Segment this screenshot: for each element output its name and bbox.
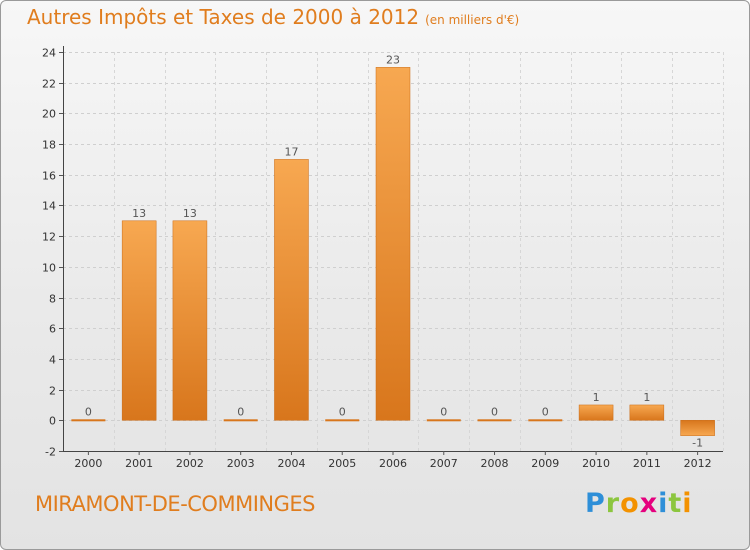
bar [325, 419, 360, 422]
bar [629, 404, 665, 421]
chart-subtitle: (en milliers d'€) [425, 13, 520, 27]
x-tick-label: 2001 [125, 457, 153, 470]
y-tick-label: 24 [42, 47, 56, 60]
y-tick-label: 16 [42, 170, 56, 183]
logo-letter-o: o [620, 488, 640, 519]
chart-title-text: Autres Impôts et Taxes de 2000 à 2012 [27, 5, 420, 29]
bar [680, 420, 715, 436]
data-label: 17 [284, 145, 298, 158]
data-label: 1 [593, 391, 600, 404]
x-tick-label: 2005 [328, 457, 356, 470]
x-tick-label: 2007 [430, 457, 458, 470]
y-tick-label: 22 [42, 78, 56, 91]
data-label: 0 [491, 405, 498, 418]
x-tick-label: 2006 [379, 457, 407, 470]
y-tick-label: 2 [49, 385, 56, 398]
y-tick-label: 20 [42, 108, 56, 121]
y-tick-label: 12 [42, 231, 56, 244]
logo-letter-x: x [639, 488, 659, 519]
y-tick-label: 0 [49, 415, 56, 428]
data-label: 1 [643, 391, 650, 404]
data-label: 13 [183, 207, 197, 220]
logo-letter-r: r [605, 488, 621, 519]
x-tick-label: 2002 [176, 457, 204, 470]
proxiti-logo: Proxiti [585, 488, 693, 519]
bar [121, 220, 157, 421]
y-tick-label: 8 [49, 293, 56, 306]
x-tick-label: 2000 [74, 457, 102, 470]
bar [375, 67, 411, 421]
x-tick-label: 2008 [481, 457, 509, 470]
data-label: 0 [339, 405, 346, 418]
y-tick-label: 6 [49, 323, 56, 336]
bar [71, 419, 106, 422]
logo-letter-t: t [668, 488, 683, 519]
logo-letter-i2: i [682, 488, 693, 519]
x-tick-label: 2009 [531, 457, 559, 470]
data-label: 0 [440, 405, 447, 418]
logo-letter-i: i [658, 488, 669, 519]
x-tick-label: 2010 [582, 457, 610, 470]
logo-letter-p: P [585, 488, 606, 519]
x-tick-label: 2003 [227, 457, 255, 470]
labels: -202468101214161820222402000132001132002… [42, 47, 712, 471]
data-label: 0 [85, 405, 92, 418]
bar [477, 419, 512, 422]
bar [578, 404, 614, 421]
data-label: 13 [132, 207, 146, 220]
axes [59, 46, 723, 455]
bars [71, 67, 715, 436]
x-tick-label: 2012 [684, 457, 712, 470]
data-label: 23 [386, 53, 400, 66]
y-tick-label: 14 [42, 200, 56, 213]
y-tick-label: -2 [45, 446, 56, 459]
bar [172, 220, 208, 421]
data-label: 0 [237, 405, 244, 418]
bar [274, 159, 309, 421]
chart-title: Autres Impôts et Taxes de 2000 à 2012 (en… [27, 5, 519, 29]
bar [528, 419, 563, 422]
data-label: -1 [692, 437, 703, 450]
bar [426, 419, 461, 422]
commune-name: MIRAMONT-DE-COMMINGES [35, 492, 315, 516]
bar [223, 419, 258, 422]
x-tick-label: 2011 [633, 457, 661, 470]
y-tick-label: 10 [42, 262, 56, 275]
y-tick-label: 4 [49, 354, 56, 367]
y-tick-label: 18 [42, 139, 56, 152]
x-tick-label: 2004 [277, 457, 305, 470]
data-label: 0 [542, 405, 549, 418]
